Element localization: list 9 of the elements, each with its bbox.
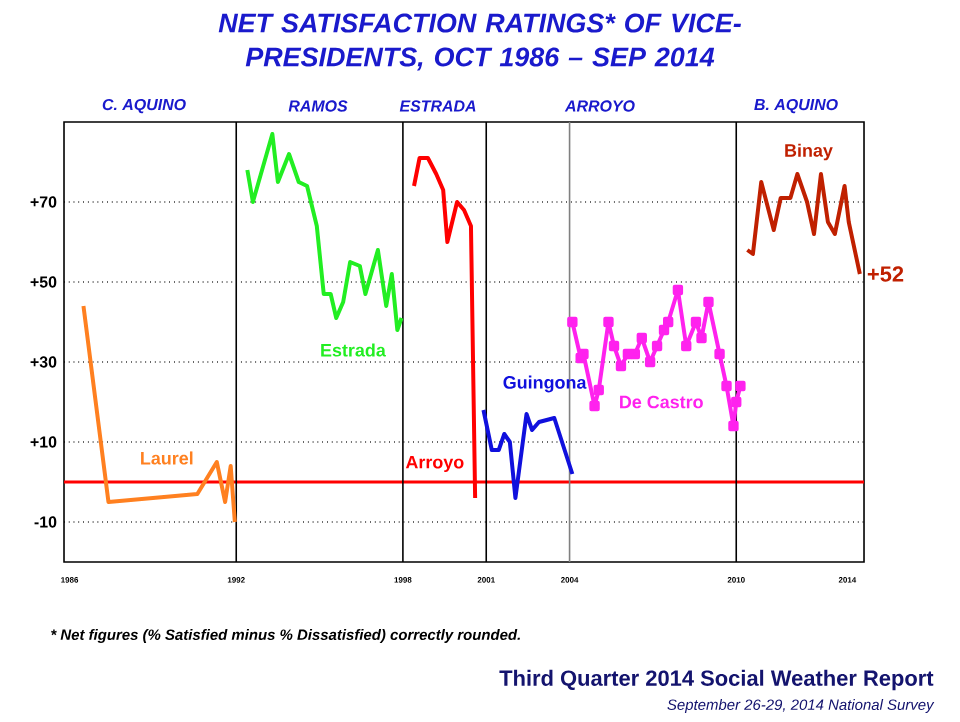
series-label: Arroyo bbox=[405, 455, 464, 473]
series-label: Guingona bbox=[503, 375, 587, 393]
chart-title: NET SATISFACTION RATINGS* OF VICE-PRESIDENTS, OCT 1986 – SEP 2014 bbox=[218, 13, 741, 71]
series-label: Estrada bbox=[321, 343, 386, 357]
data-label: +52 bbox=[867, 266, 904, 282]
series-label: De Castro bbox=[620, 395, 703, 409]
series-label: Laurel bbox=[141, 451, 193, 465]
series-label: Binay bbox=[785, 143, 833, 161]
text: Third Quarter 2014 Social Weather Report bbox=[499, 669, 934, 691]
